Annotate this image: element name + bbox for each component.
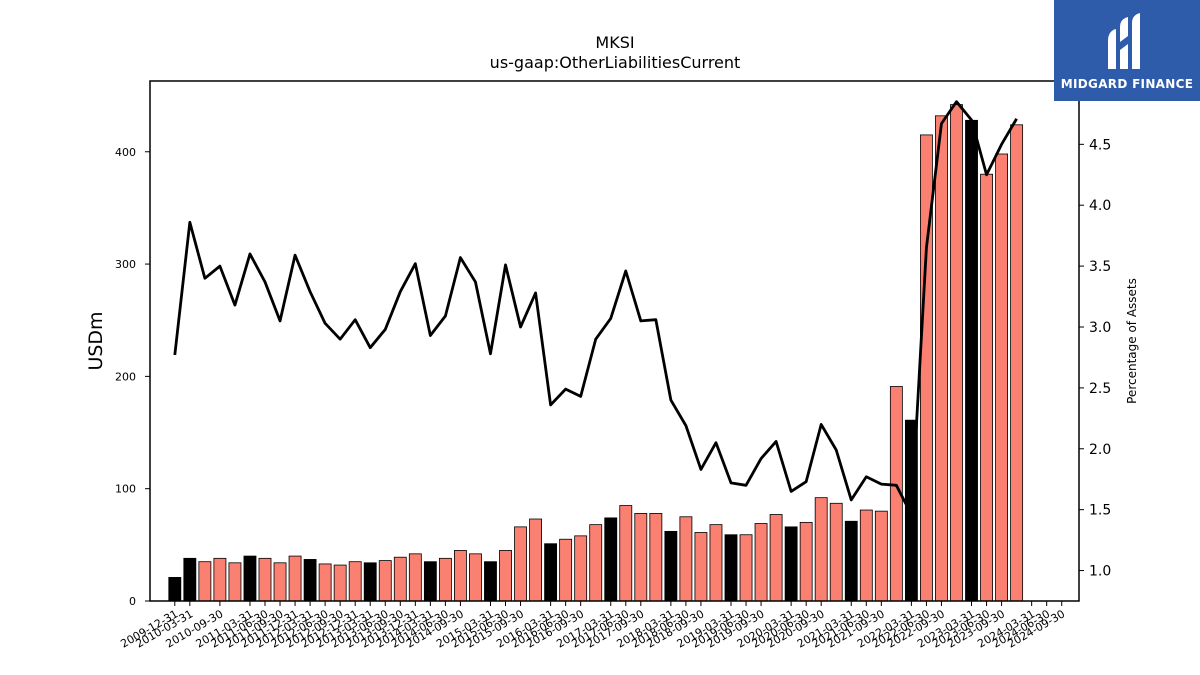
bar-2015-06-30 [499, 550, 512, 602]
y2-tick-label: 2.0 [1089, 442, 1111, 458]
midgard-logo-icon [1108, 12, 1140, 69]
bar-2020-12-31 [829, 502, 843, 602]
midgard-finance-logo: MIDGARD FINANCE [1054, 0, 1200, 101]
y2-tick-label: 2.5 [1089, 381, 1111, 397]
bar-2016-03-31 [544, 543, 558, 602]
logo-text: MIDGARD FINANCE [1060, 76, 1194, 91]
bar-2015-03-31 [484, 561, 497, 602]
y2-tick-label: 3.0 [1089, 320, 1111, 336]
bar-2023-12-31 [1010, 124, 1024, 602]
bar-2018-03-31 [664, 530, 678, 602]
bar-2021-03-31 [844, 520, 858, 602]
bar-2014-09-30 [454, 550, 467, 602]
bar-2021-09-30 [874, 510, 888, 602]
bar-2012-03-31 [303, 559, 317, 602]
bar-2019-06-30 [739, 534, 753, 602]
bar-2018-09-30 [694, 532, 708, 602]
bar-2017-03-31 [604, 517, 618, 602]
y-tick-label: 0 [129, 595, 136, 608]
bar-2020-03-31 [784, 526, 798, 602]
y-tick-label: 100 [115, 483, 136, 496]
y2-tick-label: 1.5 [1089, 503, 1111, 519]
y-axis-label: USDm [85, 311, 107, 370]
bar-2019-12-31 [769, 514, 783, 602]
bar-2010-09-30 [213, 557, 227, 602]
bar-2023-03-31 [965, 119, 978, 602]
y-tick-label: 300 [115, 258, 136, 271]
y2-axis-label: Percentage of Assets [1125, 278, 1139, 404]
bar-series [168, 104, 1024, 602]
percentage-line [173, 100, 1018, 516]
y-tick-label: 200 [115, 370, 136, 383]
bar-2016-12-31 [589, 524, 603, 602]
bar-2021-06-30 [859, 509, 873, 602]
bar-2015-12-31 [529, 518, 543, 602]
bar-2015-09-30 [514, 526, 527, 602]
bar-2013-03-31 [363, 562, 377, 602]
bar-2009-12-31 [168, 577, 182, 602]
bar-2011-06-30 [258, 557, 272, 602]
bar-2017-12-31 [649, 513, 663, 602]
bar-2010-03-31 [183, 557, 197, 602]
bar-2013-09-30 [393, 556, 407, 602]
bar-2011-12-31 [288, 555, 302, 602]
bar-2012-06-30 [318, 563, 332, 602]
bar-2016-09-30 [574, 535, 588, 602]
bar-2020-06-30 [799, 521, 813, 602]
bar-2010-12-31 [228, 562, 242, 602]
bar-2014-12-31 [469, 553, 482, 602]
bar-2013-12-31 [408, 553, 422, 602]
y2-tick-label: 3.5 [1089, 259, 1111, 275]
chart-subtitle: us-gaap:OtherLiabilitiesCurrent [490, 53, 741, 72]
bar-2023-09-30 [995, 153, 1009, 602]
y2-tick-label: 4.5 [1089, 137, 1111, 153]
percentage-line-series [173, 100, 1018, 516]
bar-2014-06-30 [438, 557, 452, 602]
y2-tick-label: 4.0 [1089, 198, 1111, 214]
bar-2019-03-31 [724, 534, 738, 602]
bar-2022-12-31 [950, 104, 963, 602]
bar-2018-12-31 [709, 524, 723, 602]
bar-2012-09-30 [333, 564, 347, 602]
plot-frame [149, 80, 1080, 602]
bar-2010-06-30 [198, 561, 212, 602]
bar-2019-09-30 [754, 523, 768, 602]
bar-2018-06-30 [679, 516, 693, 602]
y-tick-label: 400 [115, 146, 136, 159]
bar-2022-09-30 [935, 115, 948, 602]
bar-2017-09-30 [634, 513, 648, 602]
bar-2023-06-30 [980, 173, 993, 602]
bar-2014-03-31 [423, 561, 437, 602]
bar-2011-03-31 [243, 555, 257, 602]
bar-2016-06-30 [559, 538, 573, 602]
bar-2020-09-30 [814, 497, 828, 602]
y2-tick-label: 1.0 [1089, 564, 1111, 580]
bar-2013-06-30 [378, 560, 392, 602]
bar-2017-06-30 [619, 505, 633, 602]
bar-2012-12-31 [348, 561, 362, 602]
bar-2011-09-30 [273, 562, 287, 602]
chart-title: MKSI [595, 33, 634, 52]
